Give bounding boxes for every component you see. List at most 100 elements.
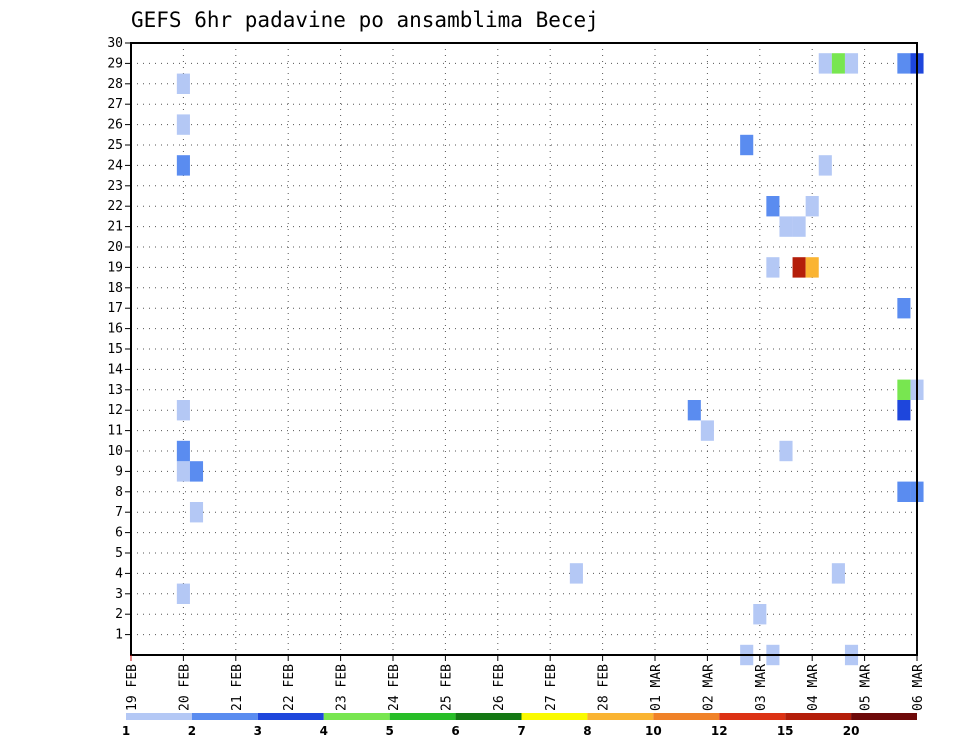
colorbar-tick-label: 5	[385, 724, 393, 738]
colorbar-tick-label: 7	[517, 724, 525, 738]
y-tick-label: 18	[107, 281, 123, 296]
heatmap-cell	[897, 379, 911, 400]
heatmap-cell	[818, 53, 832, 74]
x-tick-label: 27 FEB	[544, 664, 559, 711]
heatmap-cell	[176, 461, 190, 482]
y-tick-label: 26	[107, 118, 123, 133]
colorbar-segment	[389, 713, 456, 720]
y-tick-label: 10	[107, 444, 123, 459]
x-tick-label: 01 MAR	[649, 664, 664, 711]
heatmap-cell	[792, 257, 806, 278]
colorbar-segment	[521, 713, 588, 720]
heatmap-cell	[805, 257, 819, 278]
heatmap-cells	[176, 53, 924, 666]
heatmap-cell	[740, 134, 754, 156]
heatmap-cell	[189, 502, 204, 523]
y-tick-label: 11	[107, 424, 123, 439]
y-axis-ticks: 1234567891011121314151617181920212223242…	[107, 36, 131, 643]
colorbar-segment	[455, 713, 522, 720]
heatmap-cell	[176, 440, 190, 462]
plot-frame	[130, 42, 918, 656]
heatmap-cell	[897, 53, 911, 74]
y-tick-label: 2	[115, 607, 123, 622]
x-tick-label: 19 FEB	[125, 664, 140, 711]
heatmap-cell	[189, 461, 204, 482]
y-tick-label: 1	[115, 628, 123, 643]
heatmap-cell	[700, 420, 714, 441]
heatmap-cell	[844, 53, 859, 74]
y-tick-label: 22	[107, 199, 123, 214]
heatmap-cell	[897, 400, 911, 421]
y-tick-label: 16	[107, 322, 123, 337]
y-tick-label: 15	[107, 342, 123, 357]
colorbar-tick-label: 15	[777, 724, 794, 738]
colorbar-tick-label: 1	[122, 724, 130, 738]
colorbar-segment	[126, 713, 192, 720]
y-tick-label: 30	[107, 36, 123, 51]
heatmap-cell	[779, 216, 793, 237]
colorbar-tick-label: 8	[583, 724, 591, 738]
x-tick-label: 02 MAR	[701, 664, 716, 711]
heatmap-cell	[766, 257, 780, 278]
heatmap-cell	[176, 400, 190, 421]
x-tick-label: 28 FEB	[597, 664, 612, 711]
y-tick-label: 3	[115, 587, 123, 602]
y-tick-label: 20	[107, 240, 123, 255]
y-tick-label: 4	[115, 566, 123, 581]
y-tick-label: 17	[107, 301, 123, 316]
y-tick-label: 9	[115, 464, 123, 479]
colorbar-tick-label: 12	[711, 724, 728, 738]
colorbar: 1 2 3 4 5 6 7 8 10 12 15 20	[122, 713, 917, 738]
colorbar-segment	[851, 713, 917, 720]
y-tick-label: 8	[115, 485, 123, 500]
x-tick-label: 04 MAR	[806, 664, 821, 711]
x-tick-label: 25 FEB	[439, 664, 454, 711]
chart-title: GEFS 6hr padavine po ansamblima Becej	[131, 8, 599, 32]
heatmap-cell	[805, 196, 819, 217]
x-tick-label: 22 FEB	[282, 664, 297, 711]
colorbar-segment	[257, 713, 324, 720]
y-tick-label: 19	[107, 260, 123, 275]
colorbar-tick-label: 6	[451, 724, 459, 738]
y-tick-label: 25	[107, 138, 123, 153]
heatmap-cell	[687, 400, 701, 421]
y-tick-label: 23	[107, 179, 123, 194]
heatmap-cell	[831, 53, 845, 74]
heatmap-cell	[176, 155, 190, 176]
heatmap-cell	[897, 481, 911, 502]
heatmap-cell	[818, 155, 832, 176]
y-tick-label: 6	[115, 526, 123, 541]
y-tick-label: 21	[107, 220, 123, 235]
y-tick-label: 29	[107, 56, 123, 71]
y-tick-label: 5	[115, 546, 123, 561]
colorbar-segment	[191, 713, 258, 720]
heatmap-cell	[897, 298, 911, 319]
x-axis-ticks: 19 FEB 20 FEB 21 FEB 22 FEB 23 FEB 24 FEB 25 F…	[125, 655, 926, 711]
colorbar-segment	[653, 713, 720, 720]
y-tick-label: 14	[107, 362, 123, 377]
colorbar-segment	[587, 713, 654, 720]
x-tick-label: 23 FEB	[335, 664, 350, 711]
colorbar-segment	[785, 713, 852, 720]
colorbar-tick-label: 3	[254, 724, 262, 738]
x-tick-label: 05 MAR	[859, 664, 874, 711]
heatmap-cell	[753, 604, 767, 625]
x-tick-label: 26 FEB	[492, 664, 507, 711]
x-tick-label: 21 FEB	[230, 664, 245, 711]
heatmap-cell	[176, 583, 190, 604]
x-tick-label: 03 MAR	[754, 664, 769, 711]
colorbar-segment	[323, 713, 390, 720]
heatmap-cell	[779, 440, 793, 462]
y-tick-label: 24	[107, 158, 123, 173]
colorbar-tick-label: 10	[645, 724, 662, 738]
x-tick-label: 20 FEB	[177, 664, 192, 711]
heatmap-cell	[176, 73, 190, 94]
colorbar-tick-label: 20	[843, 724, 860, 738]
y-tick-label: 7	[115, 505, 123, 520]
colorbar-tick-label: 4	[320, 724, 328, 738]
heatmap-cell	[792, 216, 806, 237]
colorbar-tick-label: 2	[188, 724, 196, 738]
grid-lines	[131, 42, 917, 655]
y-tick-label: 13	[107, 383, 123, 398]
